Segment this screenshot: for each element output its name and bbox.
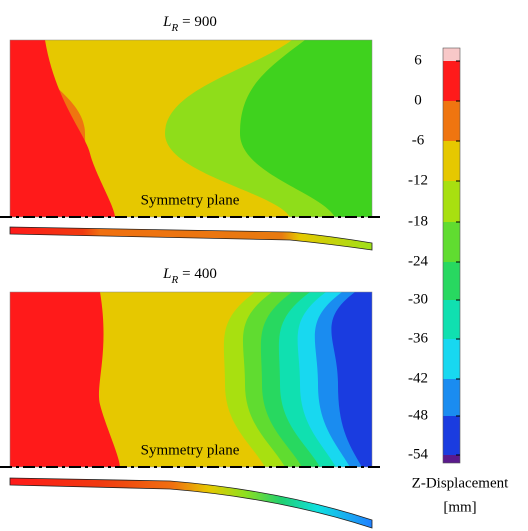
colorbar: 6 0 -6 -12 -18 -24 -30 -36 -42 -48 -54 Z-Displaceme…	[408, 48, 509, 515]
symmetry-label: Symmetry plane	[141, 442, 240, 458]
subscript: R	[170, 274, 178, 286]
colorbar-label: -24	[408, 253, 428, 269]
colorbar-label: 0	[414, 92, 422, 108]
deformed-beam	[10, 227, 372, 250]
colorbar-label: -6	[412, 132, 425, 148]
colorbar-label: 6	[414, 52, 422, 68]
colorbar-seg	[443, 48, 460, 61]
deformed-beam	[10, 478, 372, 528]
colorbar-seg	[443, 262, 460, 300]
colorbar-seg	[443, 300, 460, 339]
colorbar-seg	[443, 222, 460, 262]
colorbar-label: -30	[408, 291, 428, 307]
colorbar-label: -12	[408, 172, 428, 188]
colorbar-seg	[443, 181, 460, 222]
value: = 400	[182, 266, 217, 282]
symbol: L	[162, 14, 171, 30]
figure: LR= 900Symmetry planeLR= 400Symmetry pla…	[0, 0, 528, 531]
colorbar-seg	[443, 379, 460, 416]
colorbar-label: -36	[408, 330, 428, 346]
colorbar-seg	[443, 339, 460, 379]
panel-title: LR = 900	[162, 14, 217, 33]
symmetry-label: Symmetry plane	[141, 192, 240, 208]
colorbar-seg	[443, 101, 460, 141]
colorbar-seg	[443, 455, 460, 463]
colorbar-title: Z-Displacement	[412, 475, 509, 491]
colorbar-unit: [mm]	[443, 499, 476, 515]
colorbar-seg	[443, 61, 460, 101]
colorbar-seg	[443, 416, 460, 455]
colorbar-seg	[443, 141, 460, 181]
panel-title: LR = 400	[162, 266, 217, 285]
symbol: L	[162, 266, 171, 282]
subscript: R	[170, 22, 178, 34]
colorbar-label: -42	[408, 370, 428, 386]
colorbar-label: -54	[408, 446, 428, 462]
value: = 900	[182, 14, 217, 30]
colorbar-label: -48	[408, 407, 428, 423]
colorbar-label: -18	[408, 213, 428, 229]
